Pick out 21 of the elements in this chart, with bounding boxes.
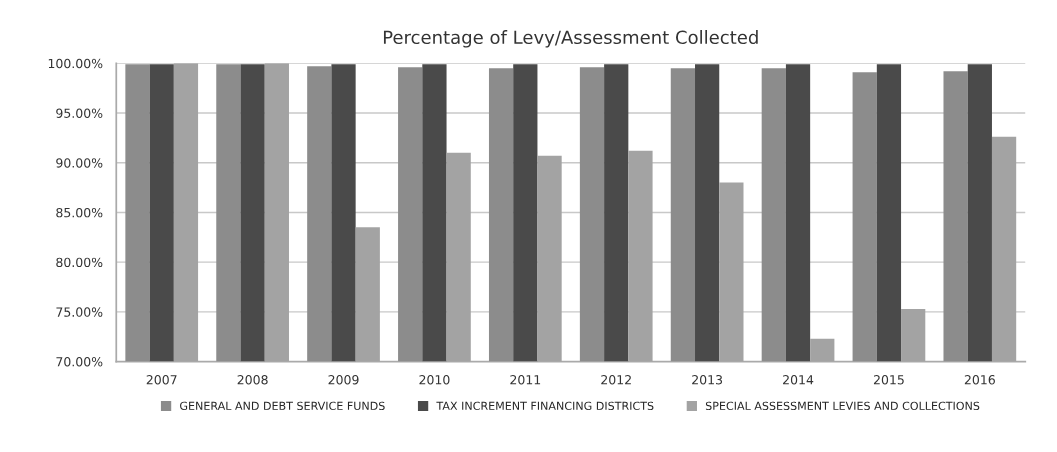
chart-title: Percentage of Levy/Assessment Collected [383, 30, 758, 48]
x-tick-label: 2010 [419, 375, 450, 385]
x-tick-label: 2015 [873, 375, 904, 385]
y-tick-label: 90.00% [56, 158, 103, 168]
x-tick-label: 2014 [783, 375, 814, 385]
y-tick-label: 85.00% [56, 207, 103, 218]
legend-label: SPECIAL ASSESSMENT LEVIES AND COLLECTIONS [705, 401, 980, 411]
x-tick-label: 2013 [692, 375, 723, 385]
legend-label: GENERAL AND DEBT SERVICE FUNDS [180, 401, 385, 411]
y-tick-label: 100.00% [48, 58, 103, 69]
x-tick-label: 2008 [237, 375, 268, 385]
x-tick-label: 2009 [328, 375, 359, 385]
x-tick-label: 2012 [601, 375, 631, 385]
y-tick-label: 80.00% [56, 257, 103, 268]
y-tick-label: 95.00% [56, 108, 103, 118]
x-tick-label: 2011 [510, 375, 541, 385]
legend-label: TAX INCREMENT FINANCING DISTRICTS [436, 401, 654, 411]
y-tick-label: 75.00% [56, 307, 103, 317]
x-tick-label: 2016 [964, 375, 995, 385]
y-tick-label: 70.00% [56, 357, 103, 367]
x-tick-label: 2007 [146, 375, 177, 385]
